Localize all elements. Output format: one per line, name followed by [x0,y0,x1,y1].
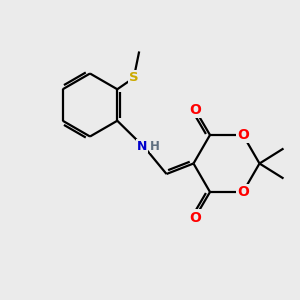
Text: O: O [189,211,201,224]
Text: H: H [150,140,160,153]
Text: N: N [137,140,147,153]
Text: O: O [237,128,249,142]
Text: O: O [237,185,249,199]
Text: O: O [189,103,201,116]
Text: S: S [129,71,139,84]
